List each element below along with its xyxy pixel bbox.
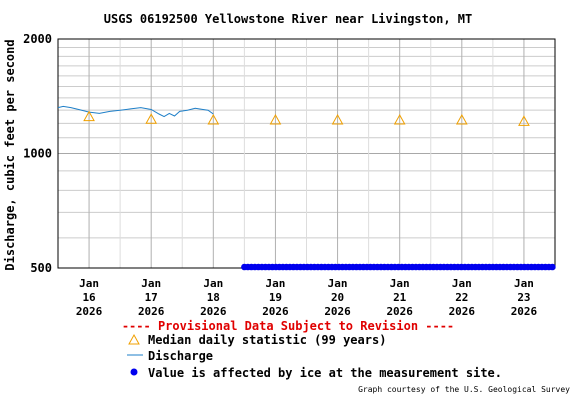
credit-text: Graph courtesy of the U.S. Geological Su… xyxy=(358,385,570,394)
y-tick-label: 1000 xyxy=(23,147,52,161)
x-tick-label: 2026 xyxy=(511,305,538,318)
x-tick-label: 2026 xyxy=(76,305,103,318)
x-tick-label: Jan xyxy=(203,277,223,290)
x-tick-label: 19 xyxy=(269,291,282,304)
legend-discharge-label: Discharge xyxy=(148,349,214,363)
median-marker xyxy=(269,113,282,125)
median-marker xyxy=(393,113,406,125)
legend-median-label: Median daily statistic (99 years) xyxy=(148,333,387,347)
x-tick-label: 2026 xyxy=(200,305,227,318)
x-tick-label: 2026 xyxy=(138,305,165,318)
median-marker xyxy=(145,113,158,124)
y-tick-label: 2000 xyxy=(23,32,52,46)
legend-ice-marker xyxy=(130,368,138,376)
discharge-series-line xyxy=(57,105,214,118)
chart-title: USGS 06192500 Yellowstone River near Liv… xyxy=(103,12,473,26)
x-tick-label: 16 xyxy=(82,291,96,304)
median-marker xyxy=(331,113,344,125)
median-marker xyxy=(455,113,468,125)
x-tick-label: 21 xyxy=(393,291,407,304)
x-tick-label: Jan xyxy=(266,277,286,290)
x-tick-label: 2026 xyxy=(262,305,289,318)
x-tick-label: 2026 xyxy=(324,305,351,318)
x-tick-label: 17 xyxy=(145,291,158,304)
x-tick-label: Jan xyxy=(514,277,534,290)
median-marker xyxy=(518,115,530,126)
ice-affected-point xyxy=(549,263,556,271)
x-tick-label: Jan xyxy=(79,277,99,290)
x-tick-label: 20 xyxy=(331,291,344,304)
legend-median-marker xyxy=(128,333,140,345)
y-tick-label: 500 xyxy=(30,261,52,275)
x-tick-label: 22 xyxy=(455,291,468,304)
x-tick-label: Jan xyxy=(328,277,348,290)
x-tick-label: 18 xyxy=(207,291,220,304)
median-marker xyxy=(207,113,220,125)
median-marker xyxy=(83,110,95,122)
x-tick-label: Jan xyxy=(452,277,472,290)
provisional-notice: ---- Provisional Data Subject to Revisio… xyxy=(121,319,455,333)
x-tick-label: Jan xyxy=(390,277,410,290)
x-tick-label: 2026 xyxy=(386,305,413,318)
legend-ice-label: Value is affected by ice at the measurem… xyxy=(148,366,503,380)
x-tick-label: 23 xyxy=(517,291,530,304)
x-tick-label: 2026 xyxy=(449,305,476,318)
x-tick-label: Jan xyxy=(141,277,161,290)
